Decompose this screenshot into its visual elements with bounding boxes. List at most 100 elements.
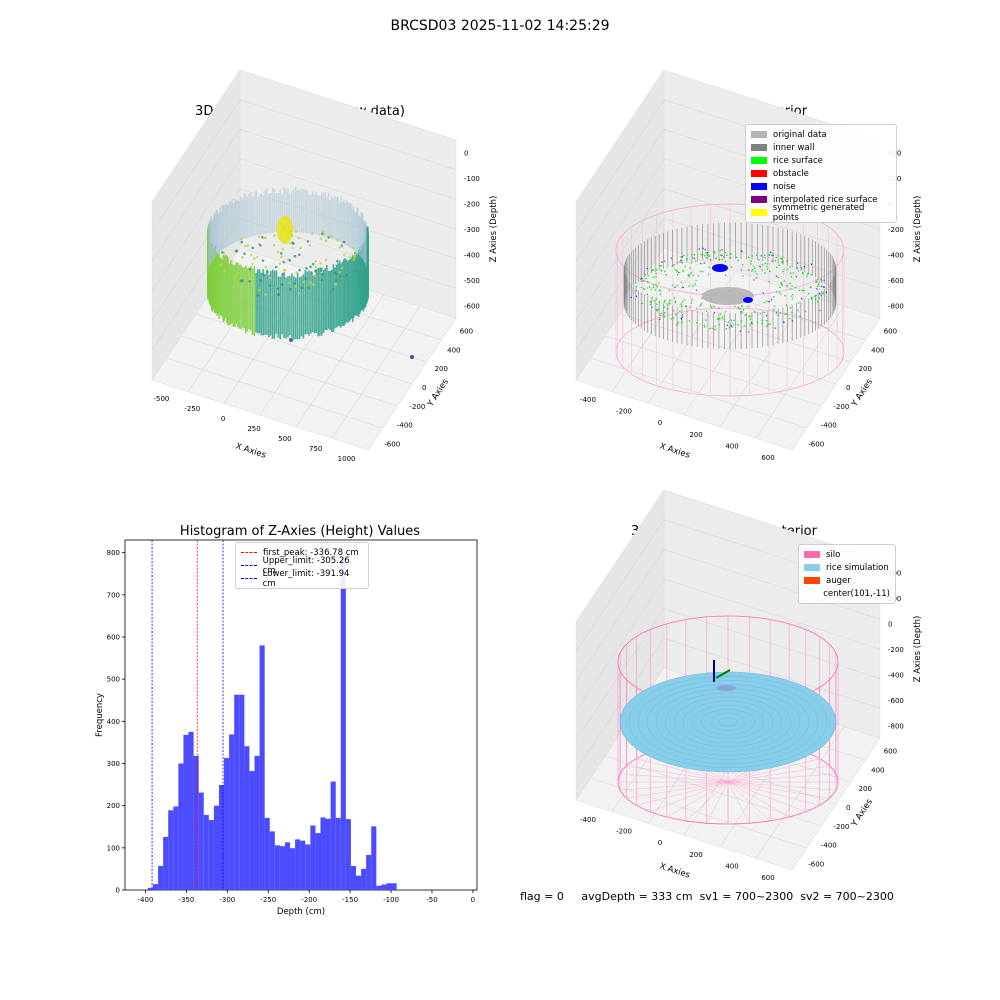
surface-point [230,260,234,263]
rice-surface-point [655,275,657,278]
simulation-3d-plot: -400 -200 0 200 400 600 -600 -400 -200 0 200 400 600… [575,489,923,882]
surface-point [264,293,268,296]
noise-point [772,254,774,257]
rice-surface-point [703,326,706,328]
surface-point [223,269,227,273]
rice-surface-point [656,303,658,306]
surface-point [249,253,253,257]
z-tick-label: -400 [888,671,904,679]
rice-surface-point [777,314,780,316]
x-tick-label: 0 [471,896,475,904]
surface-point [251,262,254,266]
noise-point [730,324,732,327]
rice-surface-point [798,289,801,292]
rice-surface-point [686,258,688,260]
gridline [239,129,457,200]
legend-item: noise [751,180,891,193]
noise-point [769,251,772,253]
histogram-bar [218,785,225,890]
surface-point [308,244,312,247]
rice-surface-point [768,270,771,272]
histogram-bar [244,746,250,890]
noise-point [687,274,689,276]
surface-point [353,255,356,259]
histogram-bar [208,820,214,890]
rice-surface-point [797,309,799,312]
simulation-legend: silo rice simulation auger center(101,-11) [798,544,896,604]
histogram-bar [147,887,153,890]
rice-surface-point [749,324,751,327]
surface-point [261,259,265,262]
surface-point [268,284,272,287]
rice-surface-point [765,320,768,322]
x-tick-label: -100 [383,896,399,904]
rice-surface-point [645,277,647,280]
rice-surface-point [814,295,816,297]
noise-point [706,252,709,254]
rice-surface-point [785,304,788,307]
rice-surface-point [655,272,657,275]
noise-point [718,259,721,261]
rice-surface-point [761,263,764,266]
histogram-bar [386,883,392,890]
legend-item: obstacle [751,167,891,180]
rice-surface-point [680,303,682,305]
surface-point [241,279,244,282]
rice-surface-point [676,261,679,264]
rice-surface-point [810,298,813,300]
outlier-point [289,338,293,342]
silo-floor-spoke [626,765,729,783]
surface-mesh [709,713,747,731]
gridline [663,638,881,709]
noise-point [759,265,761,267]
surface-mesh [700,709,756,735]
rice-surface-point [703,324,705,327]
rice-surface-point [721,258,723,261]
rice-surface-point [718,323,721,326]
rice-surface-point [820,281,823,283]
noise-point [681,316,684,318]
noise-point [659,318,661,321]
rice-surface-point [680,281,683,284]
surface-point [321,232,324,235]
y-tick-label: 400 [871,766,884,774]
rice-surface-point [791,297,794,300]
surface-point [281,247,285,251]
z-tick-label: -800 [888,722,904,730]
surface-point [266,270,269,274]
x-axis-label: X Axies [234,441,267,460]
x-tick-label: -300 [219,896,235,904]
silo-floor-spoke [727,781,750,824]
rice-surface-point [758,259,760,261]
noise-point [775,312,778,314]
rice-surface-point [775,256,778,259]
histogram-bar [153,884,159,890]
surface-point [297,292,301,295]
rice-surface-point [674,300,677,303]
rice-surface-point [651,306,653,309]
legend-label: inner wall [773,142,815,153]
noise-point [770,299,773,301]
noise-point [721,249,723,251]
x-tick-label: 400 [725,863,738,871]
x-tick-label: -200 [301,896,317,904]
rice-surface-point [635,286,637,288]
surface-point [292,242,295,245]
rice-surface-point [790,275,793,278]
rice-surface-point [779,286,781,289]
surface-point [283,268,287,272]
surface-point [288,259,292,262]
x-axis-label: Depth (cm) [277,907,325,917]
x-tick-label: 750 [309,445,322,453]
rice-surface-point [671,284,674,287]
silo-floor-spoke [620,781,729,791]
x-tick-label: 0 [221,415,225,423]
noise-point [635,295,638,297]
gridline [663,578,881,650]
y-tick-label: 300 [107,760,120,768]
x-tick-label: 0 [658,839,662,847]
rice-surface-point [635,289,638,292]
y-tick-label: 800 [107,549,120,557]
surface-point [310,232,314,235]
surface-point [272,243,276,247]
